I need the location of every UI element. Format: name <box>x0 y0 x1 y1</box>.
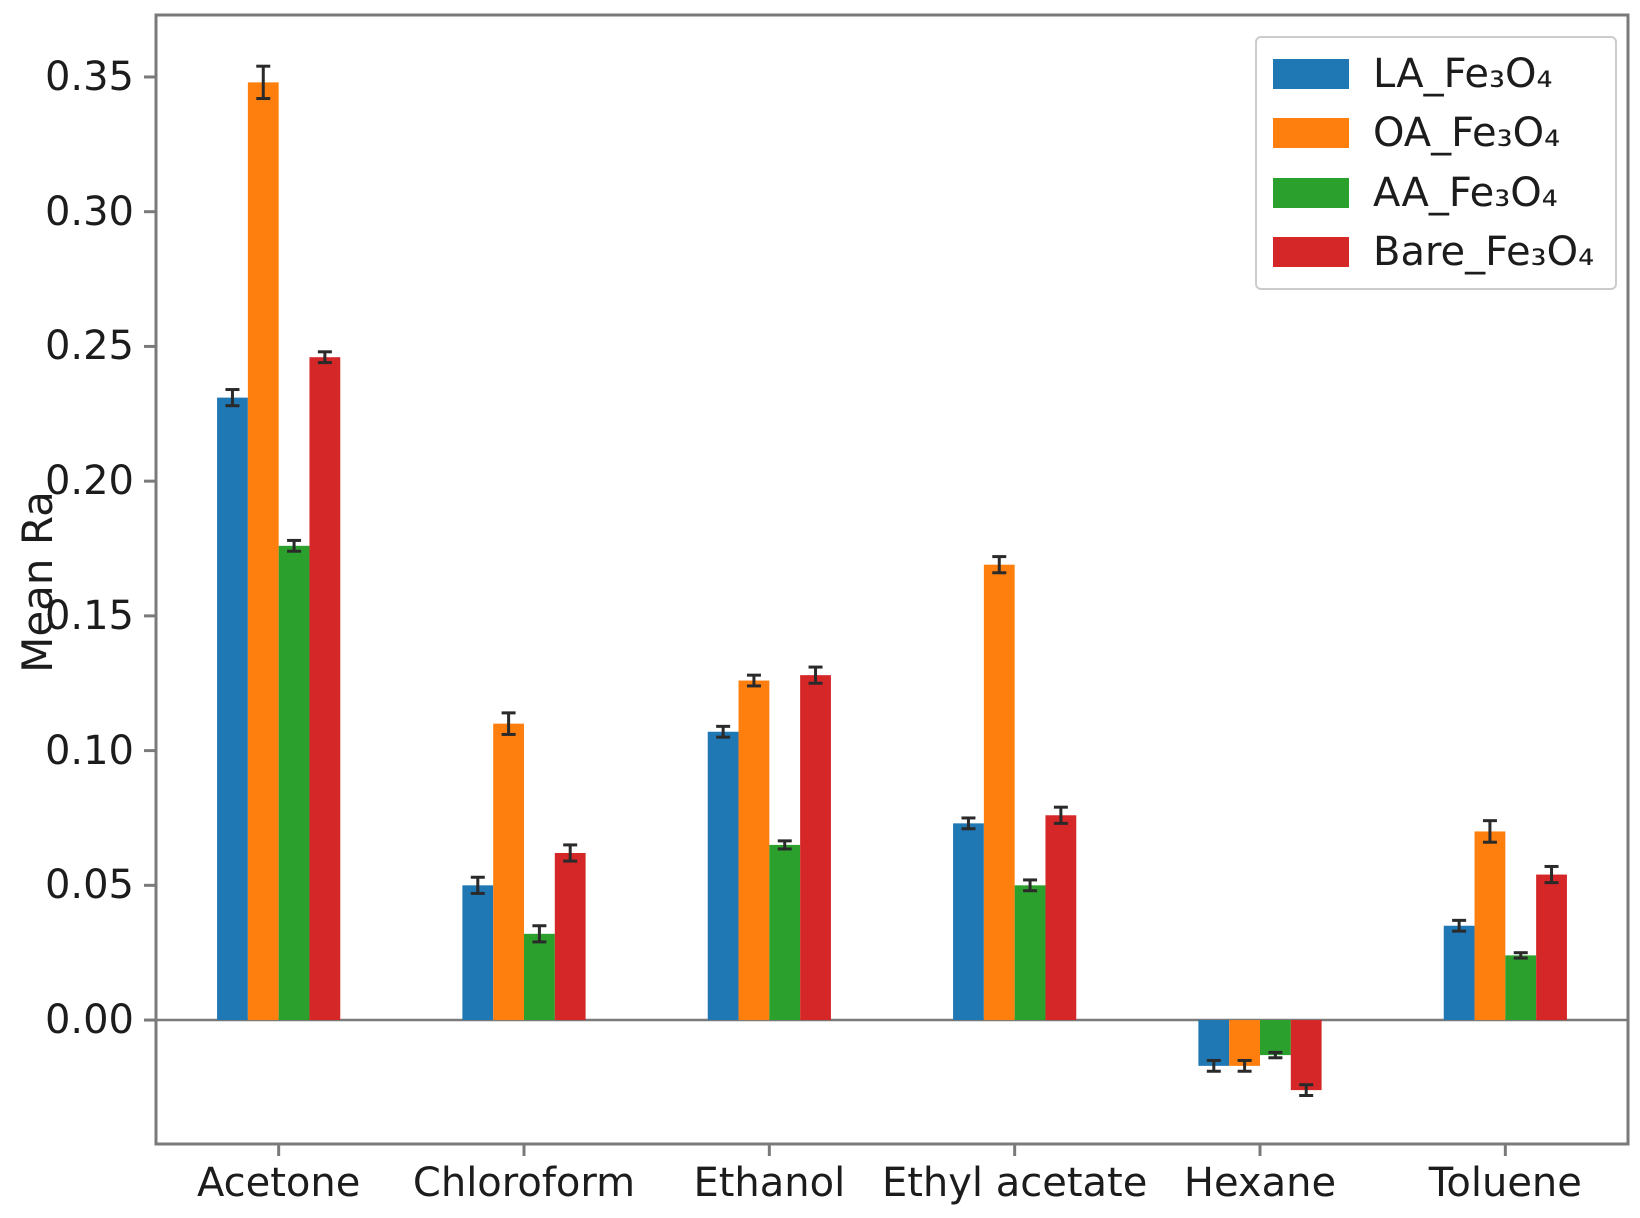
y-tick-label: 0.30 <box>44 188 134 235</box>
bar-LA_Fe₃O₄-Ethanol <box>707 731 739 1021</box>
x-category-label: Ethyl acetate <box>881 1160 1148 1206</box>
bar-AA_Fe₃O₄-Acetone <box>278 545 310 1021</box>
legend-item-Bare_Fe₃O₄: Bare_Fe₃O₄ <box>1257 230 1615 274</box>
y-tick-label: 0.35 <box>44 53 134 100</box>
bar-OA_Fe₃O₄-Chloroform <box>493 723 524 1021</box>
legend-item-AA_Fe₃O₄: AA_Fe₃O₄ <box>1257 171 1615 215</box>
bar-AA_Fe₃O₄-Ethyl acetate <box>1014 885 1046 1021</box>
bar-AA_Fe₃O₄-Toluene <box>1505 955 1537 1021</box>
bar-AA_Fe₃O₄-Chloroform <box>524 933 555 1021</box>
legend-label: Bare_Fe₃O₄ <box>1373 229 1595 276</box>
legend-label: AA_Fe₃O₄ <box>1373 169 1558 216</box>
bar-OA_Fe₃O₄-Ethyl acetate <box>983 564 1015 1021</box>
bar-OA_Fe₃O₄-Ethanol <box>738 680 770 1021</box>
bar-Bare_Fe₃O₄-Toluene <box>1536 874 1567 1021</box>
legend: LA_Fe₃O₄ OA_Fe₃O₄ AA_Fe₃O₄ Bare_Fe₃O₄ <box>1255 36 1617 290</box>
bar-Bare_Fe₃O₄-Chloroform <box>554 852 586 1021</box>
y-tick-label: 0.05 <box>44 862 134 909</box>
bar-Bare_Fe₃O₄-Ethyl acetate <box>1045 815 1077 1021</box>
legend-swatch <box>1273 237 1349 268</box>
legend-label: LA_Fe₃O₄ <box>1373 50 1553 97</box>
legend-swatch <box>1273 118 1349 149</box>
x-category-label: Acetone <box>196 1160 361 1206</box>
bar-OA_Fe₃O₄-Hexane <box>1229 1020 1260 1066</box>
legend-item-LA_Fe₃O₄: LA_Fe₃O₄ <box>1257 52 1615 96</box>
bar-AA_Fe₃O₄-Hexane <box>1260 1020 1291 1056</box>
bar-LA_Fe₃O₄-Acetone <box>217 397 248 1021</box>
x-category-label: Hexane <box>1183 1160 1337 1206</box>
x-category-label: Toluene <box>1428 1160 1582 1206</box>
bar-Bare_Fe₃O₄-Hexane <box>1290 1020 1322 1091</box>
y-tick-label: 0.00 <box>44 997 134 1044</box>
bar-LA_Fe₃O₄-Chloroform <box>462 885 494 1021</box>
x-category-label: Chloroform <box>412 1160 636 1206</box>
plot-border <box>154 13 1630 1146</box>
bar-LA_Fe₃O₄-Ethyl acetate <box>953 823 984 1021</box>
legend-swatch <box>1273 177 1349 208</box>
bar-Bare_Fe₃O₄-Acetone <box>309 357 341 1021</box>
y-tick-label: 0.25 <box>44 323 134 370</box>
legend-item-OA_Fe₃O₄: OA_Fe₃O₄ <box>1257 111 1615 155</box>
bar-Bare_Fe₃O₄-Ethanol <box>800 675 831 1021</box>
legend-label: OA_Fe₃O₄ <box>1373 110 1561 157</box>
legend-swatch <box>1273 58 1349 89</box>
y-tick-label: 0.10 <box>44 727 134 774</box>
y-tick-label: 0.20 <box>44 458 134 505</box>
bar-OA_Fe₃O₄-Toluene <box>1474 831 1506 1021</box>
bar-LA_Fe₃O₄-Toluene <box>1443 925 1475 1021</box>
x-category-label: Ethanol <box>693 1160 846 1206</box>
bar-LA_Fe₃O₄-Hexane <box>1198 1020 1230 1066</box>
y-tick-label: 0.15 <box>44 592 134 639</box>
bar-OA_Fe₃O₄-Acetone <box>247 82 279 1021</box>
bar-AA_Fe₃O₄-Ethanol <box>769 844 801 1021</box>
